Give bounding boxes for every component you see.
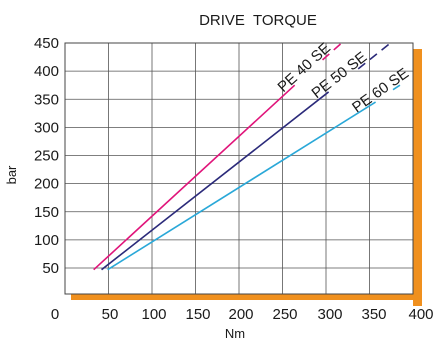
y-tick-label: 250 [34,148,59,165]
series-dashed-pe-40-se [321,42,343,61]
y-tick-label: 350 [34,91,59,108]
y-axis-ticks: 50 100 150 200 250 300 350 400 450 [34,35,59,277]
y-tick-label: 150 [34,204,59,221]
series-line-pe-60-se [107,101,377,271]
y-tick-label: 300 [34,119,59,136]
x-tick-label: 200 [228,306,253,323]
y-axis-label: bar [4,165,19,184]
series-dashed-pe-60-se [392,84,401,91]
x-axis-label: Nm [225,326,245,341]
frame-layer [64,42,414,295]
y-tick-label: 100 [34,232,59,249]
series-dashed-pe-50-se [357,42,391,70]
frame-shadow-right [413,49,422,306]
x-tick-label: 350 [361,306,386,323]
x-tick-label: 300 [317,306,342,323]
x-tick-label: 100 [141,306,166,323]
chart-title: DRIVE TORQUE [199,12,317,29]
series-line-pe-40-se [93,84,296,271]
grid [65,43,413,294]
y-tick-label: 200 [34,176,59,193]
x-tick-label: 150 [185,306,210,323]
x-tick-label: 50 [102,306,119,323]
series-layer [93,42,401,271]
x-tick-label: 0 [51,306,59,323]
x-axis-ticks: 0 50 100 150 200 250 300 350 400 [51,306,434,323]
x-tick-label: 400 [408,306,433,323]
y-tick-label: 450 [34,35,59,52]
x-tick-label: 250 [272,306,297,323]
plot-frame [64,42,414,295]
series-line-pe-50-se [101,91,330,271]
frame-shadow [71,49,422,306]
y-tick-label: 400 [34,63,59,80]
frame-shadow-bottom [71,294,422,300]
y-tick-label: 50 [42,260,59,277]
